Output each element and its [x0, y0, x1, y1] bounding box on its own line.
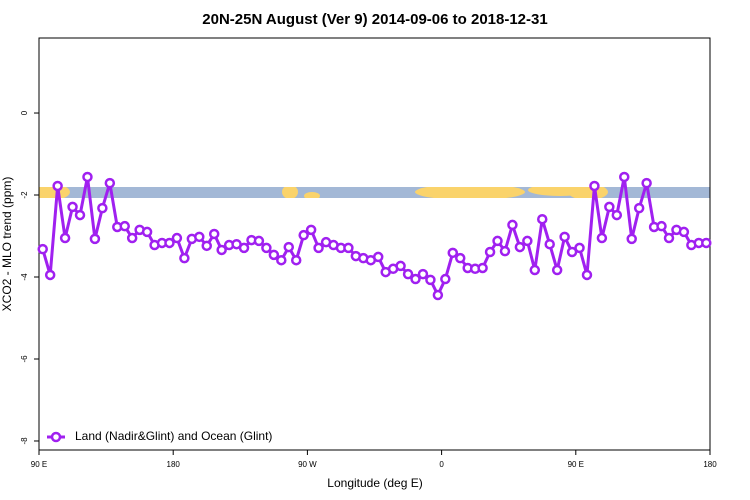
- point: [52, 180, 63, 192]
- point: [641, 177, 652, 189]
- x-tick-label: 0: [439, 460, 444, 469]
- point: [194, 231, 205, 243]
- point: [179, 252, 190, 264]
- y-tick-label: 0: [20, 110, 29, 115]
- point: [395, 260, 406, 272]
- point: [201, 240, 212, 252]
- x-tick-label: 90 W: [298, 460, 317, 469]
- point: [604, 201, 615, 213]
- point: [447, 247, 459, 259]
- y-tick-label: -2: [20, 191, 29, 199]
- point: [372, 251, 384, 263]
- point: [164, 237, 175, 249]
- point: [440, 273, 451, 285]
- x-axis-label: Longitude (deg E): [327, 476, 422, 490]
- point: [59, 232, 71, 244]
- point: [529, 264, 541, 276]
- point: [619, 171, 630, 183]
- point: [492, 235, 503, 247]
- point: [633, 202, 645, 214]
- point: [544, 238, 555, 250]
- point: [432, 289, 444, 301]
- y-tick-label: -4: [20, 273, 29, 281]
- point: [678, 226, 690, 238]
- point: [37, 243, 48, 255]
- point: [305, 224, 317, 236]
- point: [283, 241, 295, 253]
- point: [477, 262, 488, 274]
- point: [537, 213, 548, 225]
- point: [238, 242, 250, 254]
- point: [67, 201, 78, 213]
- point: [216, 244, 227, 256]
- point: [656, 220, 667, 232]
- point: [82, 171, 93, 183]
- point: [261, 242, 272, 254]
- chart-title: 20N-25N August (Ver 9) 2014-09-06 to 201…: [202, 11, 547, 28]
- point: [253, 235, 265, 247]
- point: [141, 226, 153, 238]
- point: [74, 209, 86, 221]
- plot-frame: [38, 37, 711, 451]
- point: [589, 180, 600, 192]
- point: [208, 228, 220, 240]
- point: [611, 209, 623, 221]
- point: [596, 232, 608, 244]
- point: [290, 254, 302, 266]
- y-axis-label: XCO2 - MLO trend (ppm): [0, 177, 14, 312]
- point: [484, 246, 496, 258]
- point: [126, 232, 138, 244]
- point: [171, 232, 183, 244]
- point: [410, 273, 421, 285]
- point: [454, 252, 466, 264]
- point: [119, 220, 130, 232]
- point: [417, 268, 429, 280]
- point: [566, 246, 578, 258]
- y-tick-label: -8: [20, 437, 29, 445]
- map-strip: [39, 187, 710, 198]
- x-tick-label: 90 E: [568, 460, 584, 469]
- legend-marker: [50, 431, 62, 443]
- point: [298, 229, 309, 241]
- point: [574, 242, 585, 254]
- point: [425, 274, 436, 286]
- point: [313, 242, 324, 254]
- y-tick-label: -6: [20, 355, 29, 363]
- point: [499, 245, 511, 257]
- point: [268, 249, 280, 261]
- x-tick-label: 180: [167, 460, 181, 469]
- point: [514, 241, 526, 253]
- point: [97, 202, 108, 214]
- point: [551, 264, 563, 276]
- point: [89, 233, 101, 245]
- point: [104, 177, 116, 189]
- point: [44, 269, 56, 281]
- point: [663, 232, 675, 244]
- point: [276, 254, 287, 266]
- point: [626, 233, 637, 245]
- x-tick-label: 90 E: [31, 460, 47, 469]
- point: [701, 237, 712, 249]
- point: [507, 219, 518, 231]
- x-tick-label: 180: [703, 460, 717, 469]
- legend-label: Land (Nadir&Glint) and Ocean (Glint): [75, 429, 272, 443]
- point: [559, 231, 570, 243]
- point: [343, 242, 354, 254]
- point: [522, 235, 533, 247]
- point: [581, 269, 593, 281]
- point: [402, 268, 414, 280]
